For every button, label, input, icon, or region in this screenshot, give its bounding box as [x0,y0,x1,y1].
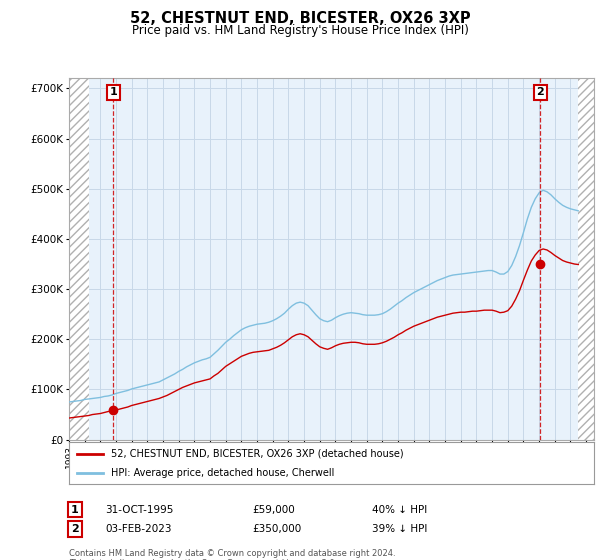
Text: £350,000: £350,000 [252,524,301,534]
Text: HPI: Average price, detached house, Cherwell: HPI: Average price, detached house, Cher… [111,468,334,478]
Bar [69,78,89,440]
Bar [578,78,594,440]
Text: 31-OCT-1995: 31-OCT-1995 [105,505,173,515]
Text: 52, CHESTNUT END, BICESTER, OX26 3XP (detached house): 52, CHESTNUT END, BICESTER, OX26 3XP (de… [111,449,404,459]
Text: 52, CHESTNUT END, BICESTER, OX26 3XP: 52, CHESTNUT END, BICESTER, OX26 3XP [130,11,470,26]
Text: 40% ↓ HPI: 40% ↓ HPI [372,505,427,515]
Text: 2: 2 [536,87,544,97]
Text: 03-FEB-2023: 03-FEB-2023 [105,524,172,534]
Text: 39% ↓ HPI: 39% ↓ HPI [372,524,427,534]
Text: 2: 2 [71,524,79,534]
Text: 1: 1 [71,505,79,515]
Text: Price paid vs. HM Land Registry's House Price Index (HPI): Price paid vs. HM Land Registry's House … [131,24,469,37]
Text: £59,000: £59,000 [252,505,295,515]
Text: Contains HM Land Registry data © Crown copyright and database right 2024.
This d: Contains HM Land Registry data © Crown c… [69,549,395,560]
Text: 1: 1 [109,87,117,97]
